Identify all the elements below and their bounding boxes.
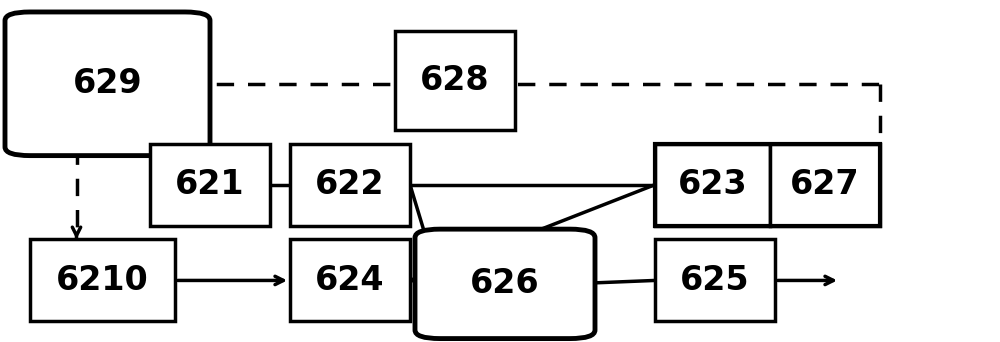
Bar (655, 239, 775, 321)
Text: 622: 622 (315, 168, 385, 201)
Bar (150, 144, 270, 226)
FancyBboxPatch shape (415, 229, 595, 339)
Bar (395, 31, 515, 130)
Text: 624: 624 (315, 264, 385, 297)
Bar (30, 239, 175, 321)
Text: 626: 626 (470, 267, 540, 300)
Bar (655, 144, 880, 226)
Text: 621: 621 (175, 168, 245, 201)
Bar (655, 144, 770, 226)
Bar (290, 239, 410, 321)
Text: 623: 623 (678, 168, 747, 201)
Text: 6210: 6210 (56, 264, 149, 297)
Text: 627: 627 (790, 168, 860, 201)
Text: 628: 628 (420, 64, 490, 97)
Bar (290, 144, 410, 226)
FancyBboxPatch shape (5, 12, 210, 156)
Bar (770, 144, 880, 226)
Text: 629: 629 (73, 67, 142, 100)
Text: 625: 625 (680, 264, 750, 297)
